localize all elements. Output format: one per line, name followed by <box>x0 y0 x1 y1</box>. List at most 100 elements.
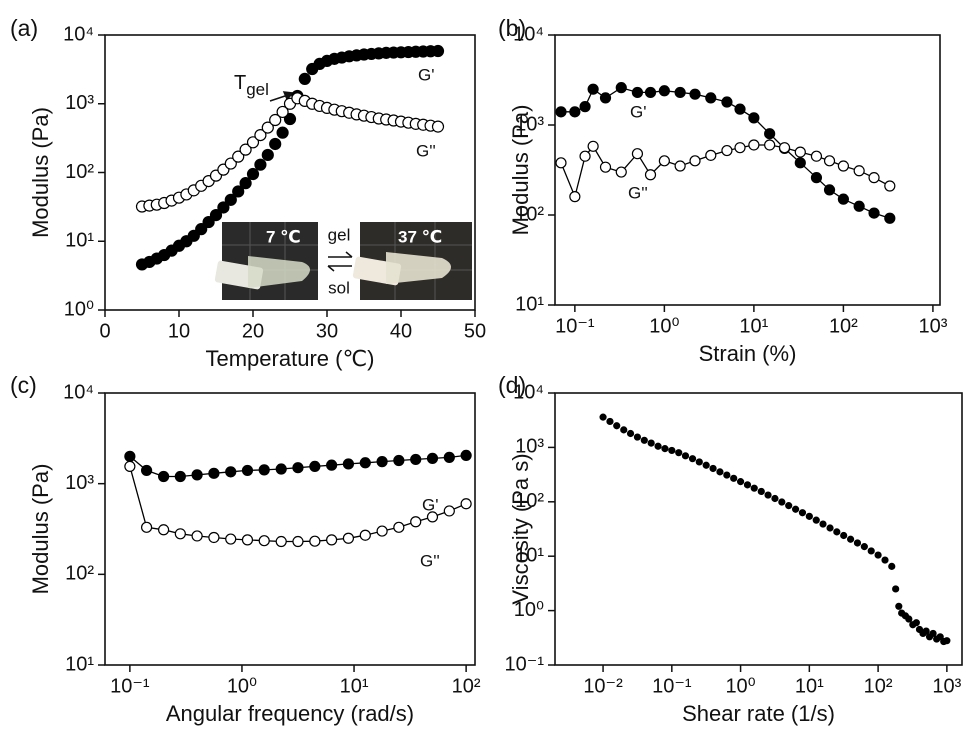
marker <box>431 44 445 58</box>
marker <box>892 585 900 593</box>
marker <box>587 83 599 95</box>
y-axis-label: Modulus (Pa) <box>28 464 53 595</box>
marker <box>254 128 267 142</box>
marker <box>837 160 849 172</box>
marker <box>912 619 920 627</box>
marker <box>191 530 203 542</box>
x-tick-label: 10⁰ <box>649 315 679 337</box>
transition-text: T <box>234 72 246 94</box>
marker <box>640 436 648 444</box>
marker <box>647 439 655 447</box>
inset-label: gel <box>328 225 351 244</box>
marker <box>823 155 836 167</box>
x-tick-label: 10³ <box>918 315 947 337</box>
marker <box>702 461 710 469</box>
marker <box>258 464 270 476</box>
y-tick-label: 10³ <box>515 113 544 135</box>
x-axis-label: Shear rate (1/s) <box>682 701 835 726</box>
series-label: G'' <box>420 551 440 570</box>
y-tick-label: 10² <box>65 563 94 585</box>
marker <box>658 155 670 167</box>
marker <box>810 172 823 184</box>
marker <box>626 429 635 438</box>
marker <box>208 467 220 479</box>
marker <box>376 456 388 468</box>
marker <box>675 449 683 457</box>
marker <box>555 157 567 169</box>
marker <box>599 413 607 421</box>
marker <box>410 516 422 528</box>
marker <box>929 629 937 638</box>
marker <box>124 450 136 462</box>
marker <box>460 498 472 510</box>
marker <box>819 520 827 528</box>
marker <box>342 458 355 470</box>
tube-cold <box>248 256 310 288</box>
marker <box>812 516 820 524</box>
marker <box>881 556 889 564</box>
marker <box>359 457 371 469</box>
marker <box>298 72 311 85</box>
x-tick-label: 30 <box>316 320 338 342</box>
y-tick-label: 10³ <box>515 436 544 458</box>
marker <box>174 528 186 540</box>
marker <box>140 464 153 477</box>
marker <box>631 86 644 99</box>
marker <box>661 445 669 453</box>
marks <box>599 413 951 646</box>
marker <box>579 101 591 113</box>
marks <box>135 44 445 271</box>
y-tick-label: 10⁴ <box>513 23 544 45</box>
marker <box>785 502 793 510</box>
y-tick-label: 10² <box>515 490 544 512</box>
marker <box>599 92 612 104</box>
marker <box>778 498 786 506</box>
marker <box>791 505 800 513</box>
marker <box>195 223 208 236</box>
x-axis-label: Angular frequency (rad/s) <box>166 701 414 726</box>
marker <box>840 531 848 540</box>
marker <box>202 215 215 229</box>
marker <box>748 139 760 151</box>
marker <box>736 478 745 486</box>
marker <box>158 470 170 483</box>
marker <box>837 193 849 205</box>
x-axis-label: Temperature (℃) <box>206 346 375 371</box>
marker <box>757 487 765 496</box>
marker <box>431 120 445 133</box>
x-tick-label: 10⁰ <box>725 675 755 697</box>
y-tick-label: 10⁴ <box>63 23 94 45</box>
marker <box>426 511 439 523</box>
y-axis-label: Modulus (Pa) <box>508 105 533 236</box>
marker <box>613 422 621 430</box>
x-tick-label: 10 <box>168 320 190 342</box>
panel: 0 10 20 30 40 50 10⁰ 10¹ 10² 10³ 10⁴ Temperature (℃… <box>10 15 486 371</box>
marker <box>853 539 862 547</box>
marker <box>688 455 697 463</box>
marker <box>826 524 834 532</box>
panel-label: (a) <box>10 15 38 41</box>
plot-frame <box>104 392 476 666</box>
marker <box>376 525 388 537</box>
marker <box>342 532 355 544</box>
marker <box>884 180 896 192</box>
marker <box>246 136 260 149</box>
marker <box>140 521 153 533</box>
series-label: G' <box>418 65 434 84</box>
marker <box>805 512 813 520</box>
marker <box>208 531 220 544</box>
marker <box>853 165 865 177</box>
marker <box>723 471 731 479</box>
marker <box>734 103 746 115</box>
marker <box>460 449 472 462</box>
y-tick-label: 10⁰ <box>64 298 94 320</box>
marker <box>674 86 686 99</box>
marker <box>867 547 875 555</box>
inset-label: 7 ℃ <box>266 227 301 246</box>
marker <box>309 460 321 473</box>
marker <box>269 113 282 127</box>
marker <box>810 150 823 162</box>
marker <box>275 463 287 475</box>
marker <box>846 535 855 543</box>
